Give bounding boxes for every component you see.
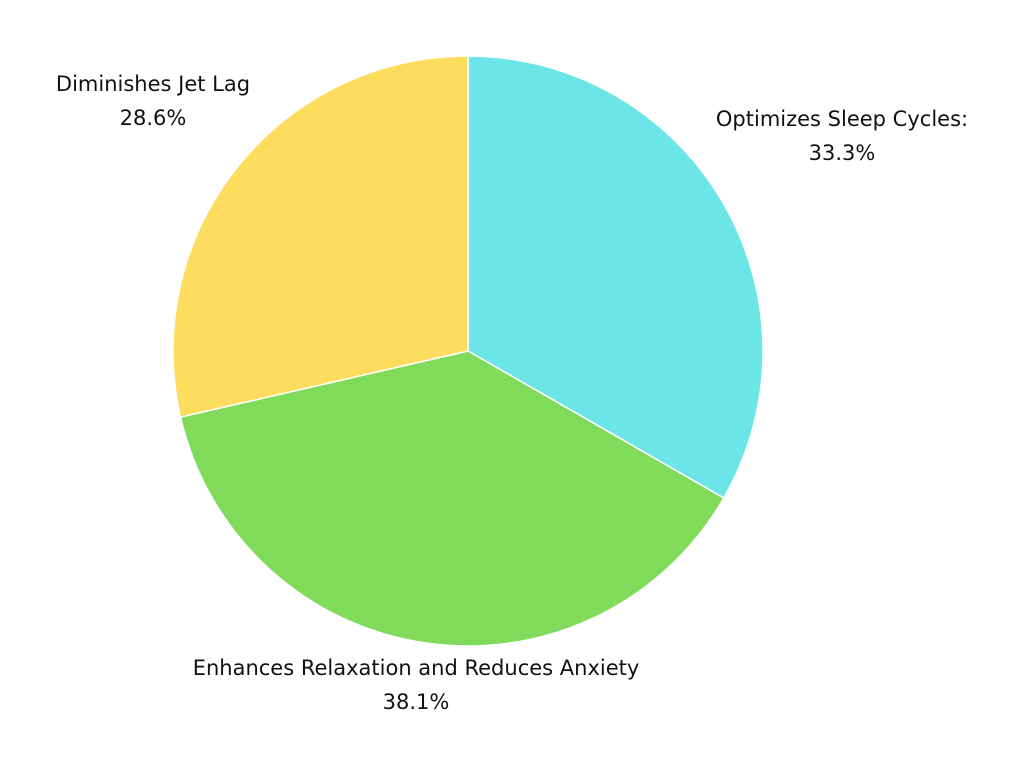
slice-label-text: Diminishes Jet Lag <box>55 72 251 96</box>
slice-label-optimizes-sleep-cycles: Optimizes Sleep Cycles: 33.3% <box>700 102 984 170</box>
pie-slice-diminishes-jet-lag <box>172 55 469 419</box>
slice-percent-label: 38.1% <box>382 690 450 714</box>
slice-label-text: Enhances Relaxation and Reduces Anxiety <box>192 656 640 680</box>
pie-slices <box>172 55 764 647</box>
slice-label-diminishes-jet-lag: Diminishes Jet Lag 28.6% <box>28 67 278 135</box>
slice-percent-label: 28.6% <box>119 106 187 130</box>
slice-percent-label: 33.3% <box>808 141 876 165</box>
pie-slice-enhances-relaxation-and-reduces-anxiety <box>179 350 725 647</box>
slice-label-text: Optimizes Sleep Cycles: <box>715 107 969 131</box>
pie-slice-optimizes-sleep-cycles <box>467 55 764 499</box>
slice-label-enhances-relaxation: Enhances Relaxation and Reduces Anxiety … <box>160 651 672 719</box>
